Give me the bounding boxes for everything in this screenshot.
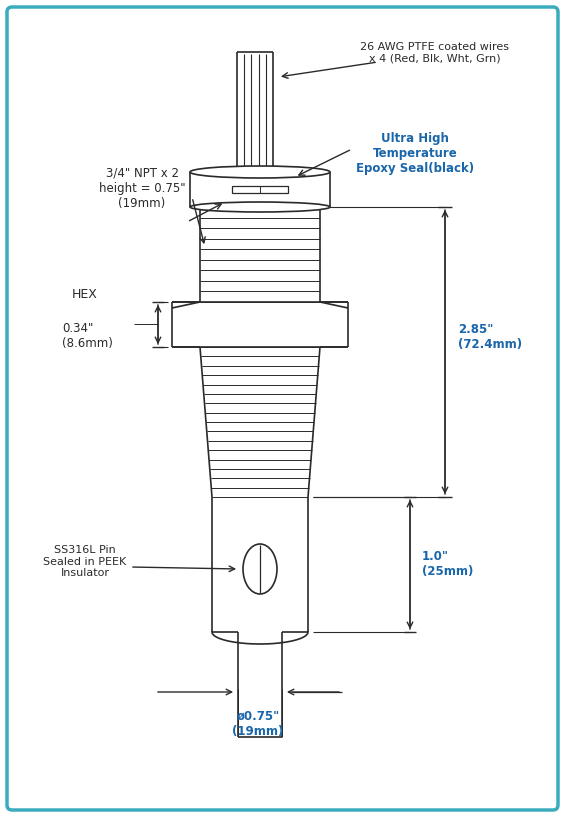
Bar [232, 186, 288, 193]
Text: Ultra High
Temperature
Epoxy Seal(black): Ultra High Temperature Epoxy Seal(black) [356, 132, 474, 175]
Ellipse shape [190, 202, 330, 212]
FancyBboxPatch shape [7, 7, 558, 810]
Ellipse shape [190, 166, 330, 178]
Text: 0.34"
(8.6mm): 0.34" (8.6mm) [62, 322, 113, 350]
Text: ø0.75"
(19mm): ø0.75" (19mm) [232, 710, 284, 738]
Text: 1.0"
(25mm): 1.0" (25mm) [422, 551, 473, 578]
Text: SS316L Pin
Sealed in PEEK
Insulator: SS316L Pin Sealed in PEEK Insulator [44, 545, 127, 578]
Text: 2.85"
(72.4mm): 2.85" (72.4mm) [458, 323, 522, 351]
Ellipse shape [243, 544, 277, 594]
Text: HEX: HEX [72, 288, 98, 301]
Text: 3/4" NPT x 2
height = 0.75"
(19mm): 3/4" NPT x 2 height = 0.75" (19mm) [99, 167, 185, 210]
Text: 26 AWG PTFE coated wires
x 4 (Red, Blk, Wht, Grn): 26 AWG PTFE coated wires x 4 (Red, Blk, … [360, 42, 510, 64]
